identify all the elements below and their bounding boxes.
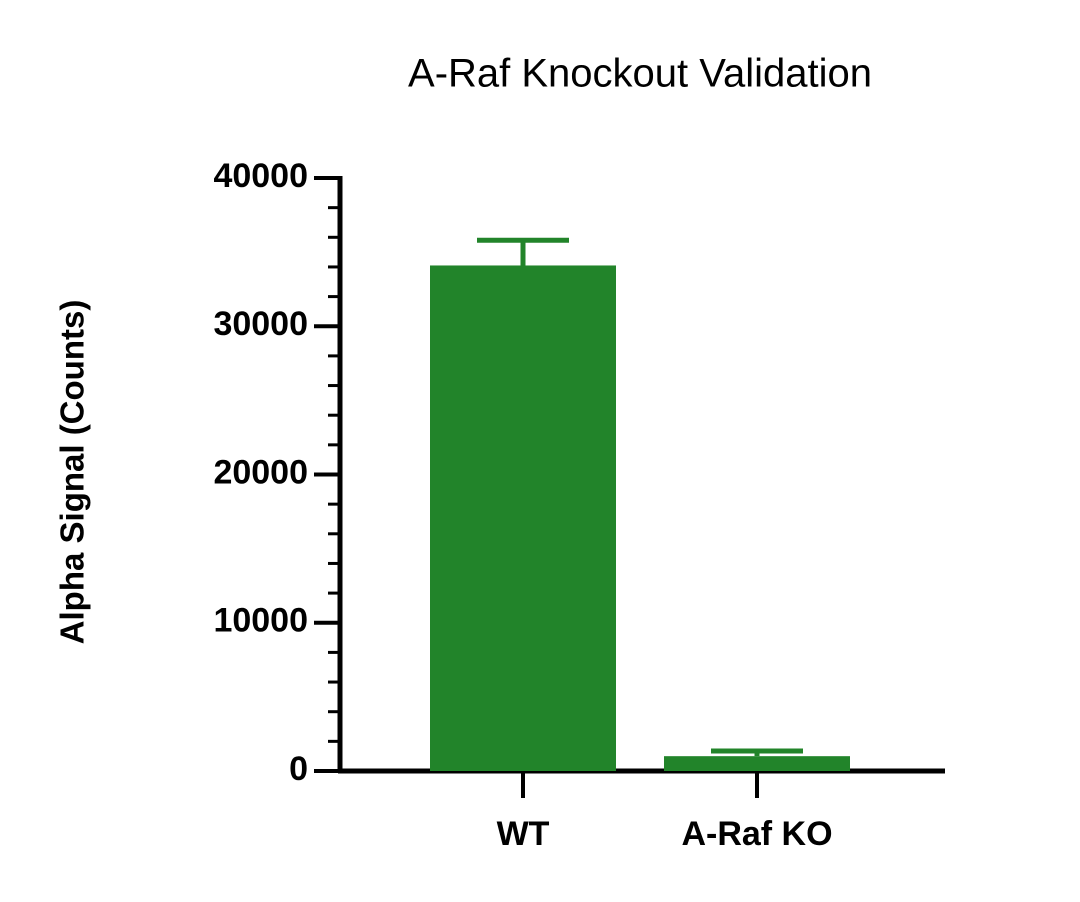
error-bar: [477, 237, 569, 266]
y-tick-label: 30000: [213, 305, 308, 343]
y-tick-label: 10000: [213, 602, 308, 640]
bar: [430, 265, 616, 771]
y-axis-label: Alpha Signal (Counts): [54, 300, 91, 645]
y-tick-label: 20000: [213, 453, 308, 491]
error-bar: [711, 748, 803, 757]
y-tick-label: 40000: [213, 157, 308, 195]
bar: [664, 756, 850, 771]
x-tick-label: A-Raf KO: [681, 815, 832, 853]
x-tick-label: WT: [497, 815, 550, 853]
chart-title: A-Raf Knockout Validation: [408, 52, 872, 96]
y-tick-label: 0: [289, 750, 308, 788]
